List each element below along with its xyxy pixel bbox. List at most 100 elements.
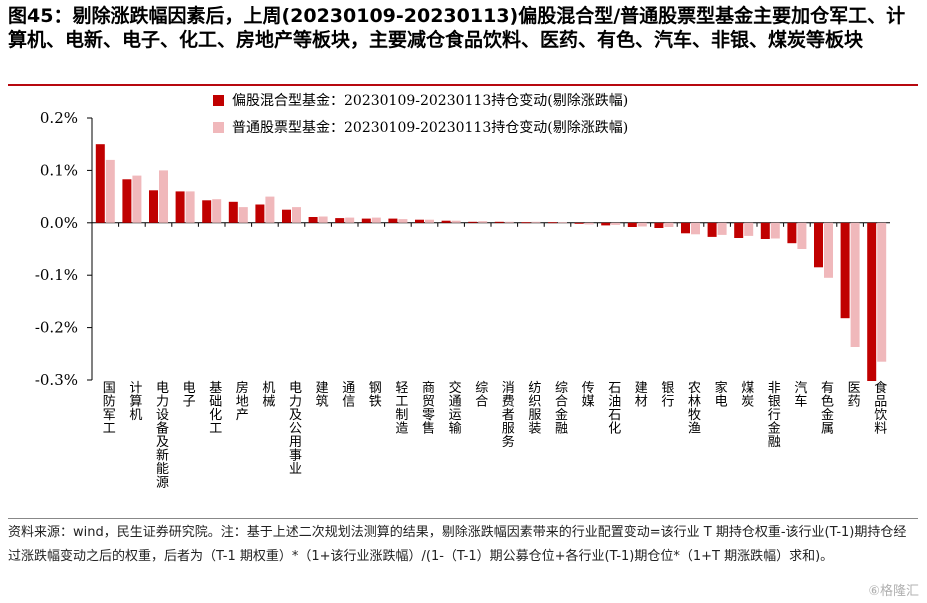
title-rule [8, 84, 918, 86]
bar-mixed-fund [175, 191, 185, 223]
bar-stock-fund [425, 219, 434, 223]
category-label: 综合金融 [555, 381, 568, 437]
category-label: 汽车 [794, 381, 807, 410]
bar-mixed-fund [441, 220, 451, 223]
bar-mixed-fund [521, 222, 531, 224]
category-label: 纺织服装 [528, 381, 541, 437]
category-label: 轻工制造 [395, 381, 408, 437]
bar-mixed-fund [787, 222, 797, 244]
bar-mixed-fund [95, 144, 105, 223]
category-label: 建材 [635, 381, 648, 410]
source-footnote: 资料来源：wind，民生证券研究院。注：基于上述二次规划法测算的结果，剔除涨跌幅… [8, 525, 907, 564]
bar-stock-fund [531, 221, 541, 223]
bar-stock-fund [824, 222, 833, 278]
y-tick-label: 0.1% [40, 161, 78, 179]
category-label: 机械 [262, 381, 275, 410]
bar-stock-fund [159, 170, 168, 223]
category-label: 医药 [848, 381, 861, 410]
bar-mixed-fund [228, 201, 238, 223]
bar-mixed-fund [707, 222, 717, 237]
bar-stock-fund [558, 222, 567, 224]
bar-stock-fund [345, 217, 355, 223]
bar-stock-fund [850, 222, 860, 347]
category-label: 煤炭 [741, 381, 754, 410]
bar-stock-fund [398, 219, 408, 223]
category-label: 国防军工 [103, 381, 116, 437]
bar-mixed-fund [840, 222, 850, 319]
bar-mixed-fund [574, 222, 584, 224]
watermark: ⑥格隆汇 [868, 584, 919, 599]
category-label: 建筑 [316, 381, 329, 410]
bar-stock-fund [637, 222, 647, 227]
category-label: 交通运输 [449, 380, 462, 437]
bar-mixed-fund [335, 218, 345, 223]
bar-mixed-fund [601, 222, 611, 226]
category-label: 房地产 [236, 380, 249, 423]
y-tick-label: 0.0% [40, 214, 78, 232]
bar-stock-fund [664, 222, 674, 227]
bar-stock-fund [797, 222, 807, 249]
bar-mixed-fund [202, 200, 212, 223]
category-label: 钢铁 [369, 381, 382, 410]
bar-stock-fund [504, 221, 514, 223]
bar-mixed-fund [654, 222, 664, 228]
bar-stock-fund [744, 222, 754, 236]
bar-stock-fund [451, 220, 461, 223]
category-label: 综合 [475, 381, 488, 410]
legend-label: 普通股票型基金：20230109-20230113持仓变动(剔除涨跌幅) [232, 119, 628, 136]
category-label: 计算机 [129, 381, 142, 423]
bar-mixed-fund [548, 222, 557, 224]
bar-mixed-fund [681, 222, 690, 234]
bar-mixed-fund [282, 209, 291, 223]
legend-swatch [213, 95, 224, 106]
bar-mixed-fund [814, 222, 823, 268]
y-tick-label: -0.2% [35, 319, 78, 337]
bar-mixed-fund [734, 222, 744, 238]
bar-mixed-fund [415, 219, 424, 223]
bar-mixed-fund [255, 204, 265, 223]
category-label: 基础化工 [209, 381, 222, 437]
category-label: 食品饮料 [874, 380, 887, 437]
bar-mixed-fund [149, 190, 158, 223]
category-label: 银行 [661, 381, 674, 410]
category-label: 石油石化 [608, 381, 621, 437]
bar-stock-fund [478, 221, 488, 223]
y-tick-label: -0.1% [35, 266, 78, 284]
bar-stock-fund [717, 222, 727, 235]
bar-stock-fund [185, 191, 195, 223]
page-title: 图45：剔除涨跌幅因素后，上周(20230109-20230113)偏股混合型/… [8, 5, 906, 51]
bar-mixed-fund [494, 221, 504, 223]
category-label: 消费者服务 [502, 381, 515, 450]
legend-swatch [213, 122, 224, 133]
bar-stock-fund [265, 196, 275, 223]
bar-stock-fund [105, 159, 115, 223]
category-label: 非银行金融 [768, 381, 781, 450]
footnote-rule [8, 518, 918, 519]
category-label: 通信 [342, 381, 355, 410]
bar-mixed-fund [627, 222, 637, 227]
bar-mixed-fund [388, 218, 398, 223]
category-label: 电子 [183, 381, 196, 410]
bar-mixed-fund [308, 217, 318, 223]
bar-stock-fund [770, 222, 780, 239]
bar-mixed-fund [867, 222, 877, 381]
bar-stock-fund [371, 217, 381, 223]
bar-stock-fund [691, 222, 700, 235]
bar-stock-fund [584, 222, 594, 225]
category-label: 电力及公用事业 [289, 381, 302, 477]
y-tick-label: 0.2% [40, 109, 78, 127]
bar-stock-fund [292, 207, 301, 223]
bar-stock-fund [318, 216, 328, 223]
category-label: 农林牧渔 [688, 381, 701, 437]
bar-stock-fund [212, 199, 222, 223]
category-label: 商贸零售 [422, 381, 435, 437]
bar-stock-fund [877, 222, 887, 362]
bar-stock-fund [611, 222, 621, 225]
category-label: 有色金属 [821, 381, 834, 437]
bar-mixed-fund [760, 222, 770, 239]
bar-stock-fund [132, 175, 142, 223]
y-tick-label: -0.3% [35, 371, 78, 389]
bar-mixed-fund [122, 179, 132, 223]
category-label: 传媒 [582, 381, 595, 410]
